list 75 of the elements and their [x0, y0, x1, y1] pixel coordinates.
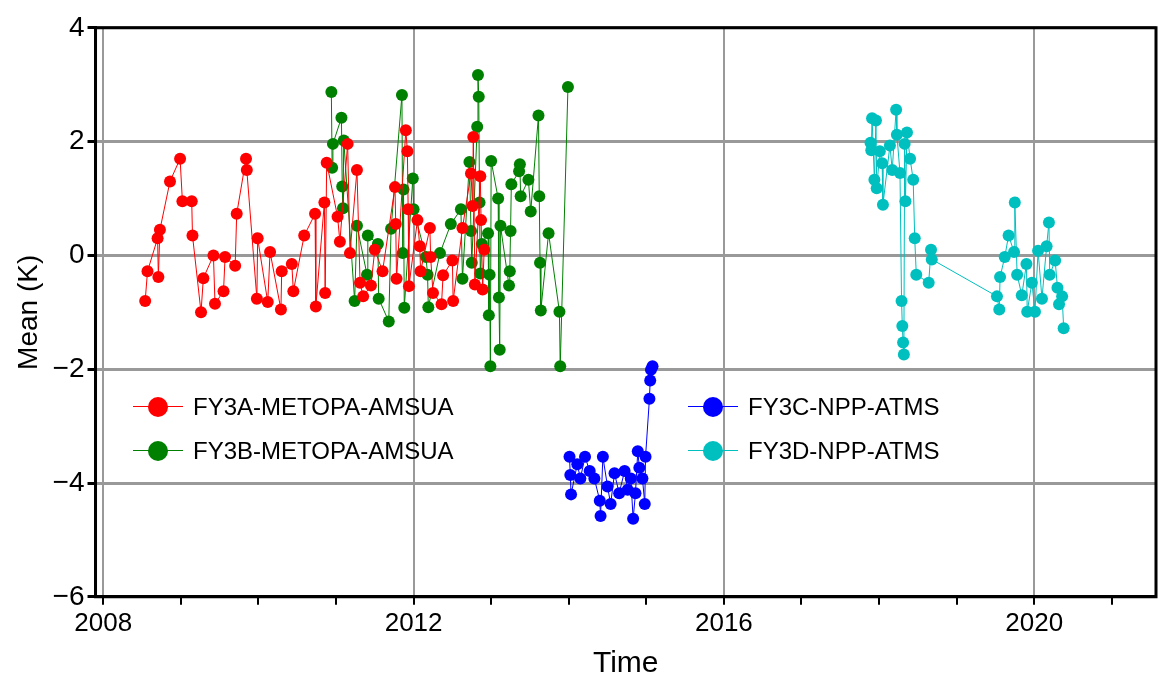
- x-tick-label: 2012: [384, 606, 443, 637]
- point: [1056, 290, 1069, 303]
- point: [629, 487, 642, 500]
- point: [876, 157, 889, 170]
- legend-label: FY3B-METOPA-AMSUA: [193, 437, 454, 465]
- point: [1002, 229, 1015, 242]
- point: [643, 392, 656, 405]
- point: [563, 450, 576, 463]
- point: [579, 450, 592, 463]
- point: [895, 294, 908, 307]
- point: [994, 271, 1007, 284]
- point: [571, 458, 584, 471]
- point: [1011, 268, 1024, 281]
- x-tick-label: 2020: [1005, 606, 1064, 637]
- point: [900, 126, 913, 139]
- point: [894, 166, 906, 179]
- point: [890, 128, 903, 141]
- point: [993, 303, 1006, 316]
- point: [1008, 245, 1021, 258]
- y-tick-label: −4: [52, 465, 85, 497]
- point: [601, 480, 614, 493]
- point: [922, 276, 935, 289]
- point: [1049, 254, 1062, 267]
- point: [925, 253, 938, 266]
- point: [639, 450, 652, 463]
- point: [636, 472, 649, 485]
- point: [990, 290, 1003, 303]
- point: [1057, 322, 1070, 335]
- point: [1015, 289, 1028, 302]
- point: [870, 182, 883, 195]
- point: [897, 336, 910, 349]
- point: [564, 469, 577, 482]
- point: [594, 510, 607, 522]
- point: [627, 512, 640, 525]
- point: [998, 251, 1011, 264]
- y-tick-label: −2: [52, 351, 85, 383]
- x-axis-title: Time: [592, 645, 659, 679]
- point: [608, 467, 621, 480]
- point: [644, 374, 657, 387]
- point: [574, 472, 587, 485]
- point: [624, 472, 637, 485]
- legend-label: FY3C-NPP-ATMS: [748, 393, 940, 421]
- point: [1035, 292, 1048, 305]
- point: [890, 103, 903, 116]
- point: [910, 268, 923, 281]
- point: [604, 498, 617, 511]
- x-tick-label: 2016: [694, 606, 753, 637]
- point: [907, 173, 920, 186]
- legend-label: FY3A-METOPA-AMSUA: [193, 393, 454, 421]
- y-axis-title: Mean (K): [11, 254, 43, 370]
- point: [898, 137, 911, 150]
- point: [1040, 240, 1053, 253]
- point: [1043, 268, 1056, 281]
- point: [1020, 257, 1033, 270]
- legend-label: FY3D-NPP-ATMS: [748, 437, 940, 465]
- point: [904, 152, 917, 165]
- point: [593, 494, 606, 507]
- point: [896, 319, 909, 332]
- point: [596, 450, 609, 463]
- point: [1008, 196, 1021, 209]
- point: [1042, 216, 1055, 229]
- point: [876, 198, 889, 211]
- y-tick-label: 4: [68, 10, 85, 42]
- point: [883, 139, 896, 152]
- y-tick-label: 2: [68, 124, 85, 156]
- point: [638, 498, 651, 511]
- point: [633, 461, 646, 474]
- point: [1025, 276, 1038, 289]
- point: [1032, 244, 1045, 257]
- y-tick-label: 0: [68, 238, 85, 270]
- point: [899, 195, 912, 208]
- point: [908, 232, 921, 245]
- point: [565, 488, 578, 501]
- point: [588, 472, 601, 485]
- point: [897, 348, 910, 361]
